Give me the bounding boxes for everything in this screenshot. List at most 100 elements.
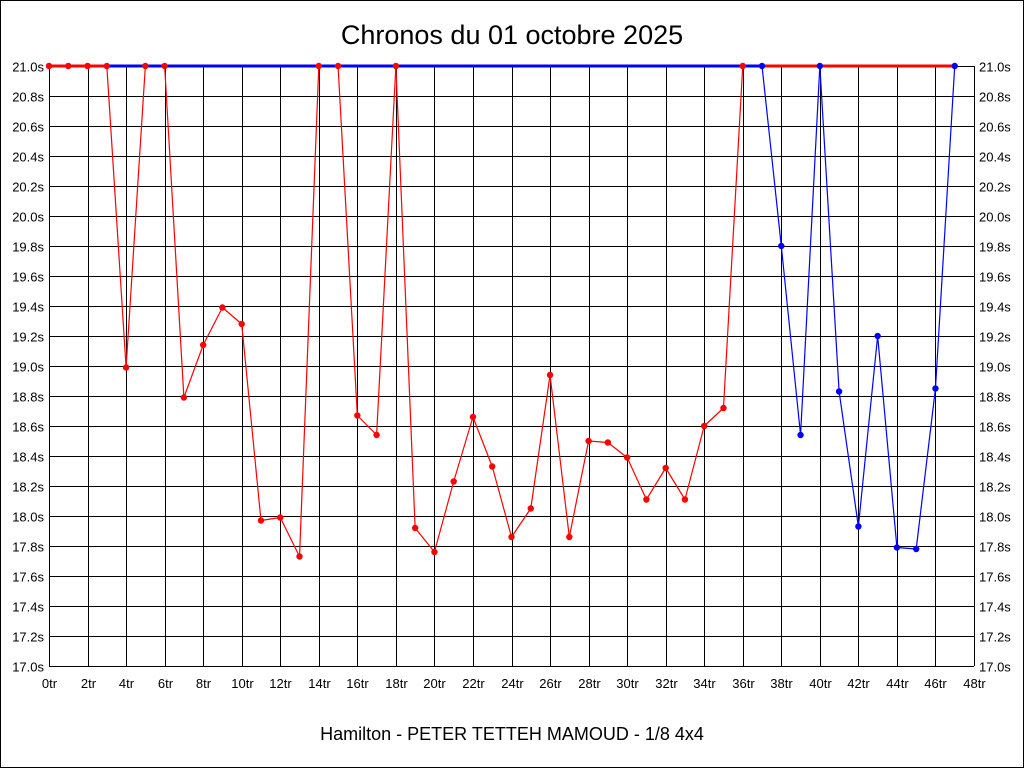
- y-tick-label: 19.0s: [12, 360, 44, 375]
- series-segment: [838, 391, 859, 527]
- series-segment: [857, 335, 879, 527]
- y-tick-label: 17.6s: [12, 570, 44, 585]
- data-point: [662, 464, 669, 472]
- series-segment: [164, 65, 185, 398]
- data-point: [392, 62, 400, 70]
- series-segment: [414, 527, 435, 553]
- series-segment: [260, 516, 281, 522]
- series-segment: [588, 440, 608, 444]
- data-point: [893, 544, 901, 551]
- series-segment: [356, 415, 378, 436]
- x-tick-label: 32tr: [655, 676, 678, 691]
- series-segment: [202, 307, 223, 346]
- series-segment: [761, 65, 782, 247]
- data-point: [411, 524, 419, 532]
- series-segment: [125, 65, 146, 368]
- y-tick-label: 20.8s: [12, 90, 44, 105]
- data-point: [527, 505, 534, 512]
- data-point: [778, 242, 785, 250]
- data-point: [180, 394, 188, 401]
- data-point: [431, 548, 438, 556]
- y-tick-label: 18.6s: [12, 420, 44, 435]
- y-tick-label: 17.2s: [12, 630, 44, 645]
- x-tick-label: 10tr: [231, 676, 254, 691]
- y-tick-label: 18.6s: [979, 420, 1011, 435]
- data-point: [122, 364, 130, 371]
- x-tick-label: 48tr: [963, 676, 986, 691]
- series-segment: [376, 65, 397, 436]
- x-tick-label: 36tr: [732, 676, 755, 691]
- x-tick-label: 8tr: [196, 676, 212, 691]
- y-axis-right: 17.0s 17.2s 17.4s 17.6s 17.8s 18.0s 18.2s 18.4s…: [979, 60, 1011, 675]
- data-point: [45, 62, 53, 70]
- series-segment: [530, 374, 551, 509]
- data-point: [797, 431, 804, 439]
- data-point: [604, 439, 612, 446]
- x-tick-label: 14tr: [308, 676, 331, 691]
- x-tick-label: 18tr: [385, 676, 408, 691]
- data-point: [354, 412, 361, 419]
- series-segment: [799, 65, 821, 436]
- data-point: [277, 514, 284, 521]
- series-segment: [934, 65, 956, 389]
- y-tick-label: 18.4s: [12, 450, 44, 465]
- y-tick-label: 20.6s: [12, 120, 44, 135]
- series-segment: [433, 481, 455, 553]
- y-tick-label: 20.2s: [979, 180, 1011, 195]
- data-point: [219, 304, 226, 311]
- x-tick-label: 46tr: [924, 676, 947, 691]
- x-tick-label: 34tr: [693, 676, 716, 691]
- data-point: [84, 62, 91, 70]
- series-segment: [703, 407, 724, 427]
- data-point: [623, 454, 631, 461]
- x-tick-label: 38tr: [770, 676, 793, 691]
- x-tick-label: 22tr: [462, 676, 485, 691]
- series-segment: [684, 425, 705, 500]
- data-point: [874, 332, 881, 340]
- data-point: [103, 62, 111, 70]
- x-tick-label: 2tr: [81, 676, 97, 691]
- data-point: [835, 388, 843, 395]
- y-tick-label: 21.0s: [12, 60, 44, 75]
- data-point: [489, 463, 496, 470]
- y-axis-left: 17.0s 17.2s 17.4s 17.6s 17.8s 18.0s 18.2s 18.4s…: [12, 60, 44, 675]
- y-tick-label: 19.8s: [979, 240, 1011, 255]
- series-segment: [279, 517, 301, 557]
- data-point: [566, 533, 573, 541]
- x-tick-label: 24tr: [501, 676, 524, 691]
- y-tick-label: 19.2s: [979, 330, 1011, 345]
- data-point: [450, 478, 457, 485]
- series-segment: [241, 323, 262, 521]
- data-point: [373, 431, 380, 439]
- series-segment: [298, 65, 320, 557]
- series-segment: [568, 440, 590, 538]
- y-tick-label: 17.4s: [979, 600, 1011, 615]
- series-points: [45, 62, 958, 560]
- data-point: [643, 496, 650, 503]
- y-tick-label: 19.4s: [12, 300, 44, 315]
- x-tick-label: 28tr: [578, 676, 601, 691]
- y-tick-label: 18.0s: [979, 510, 1011, 525]
- y-tick-label: 21.0s: [979, 60, 1011, 75]
- y-tick-label: 17.4s: [12, 600, 44, 615]
- data-point: [932, 385, 939, 392]
- data-point: [65, 62, 72, 70]
- data-point: [951, 62, 958, 70]
- y-tick-label: 19.6s: [12, 270, 44, 285]
- series-segment: [395, 65, 416, 529]
- chart-title: Chronos du 01 octobre 2025: [341, 20, 683, 50]
- y-tick-label: 19.0s: [979, 360, 1011, 375]
- y-tick-label: 17.0s: [979, 660, 1011, 675]
- x-tick-label: 26tr: [539, 676, 562, 691]
- x-tick-label: 44tr: [886, 676, 909, 691]
- grid: [49, 66, 975, 667]
- series-segment: [645, 467, 667, 500]
- y-tick-label: 18.2s: [979, 480, 1011, 495]
- data-point: [855, 523, 862, 530]
- series-segment: [819, 65, 840, 392]
- data-point: [315, 62, 322, 70]
- data-point: [758, 62, 766, 70]
- chart-subtitle: Hamilton - PETER TETTEH MAMOUD - 1/8 4x4: [320, 724, 704, 744]
- data-point: [142, 62, 149, 70]
